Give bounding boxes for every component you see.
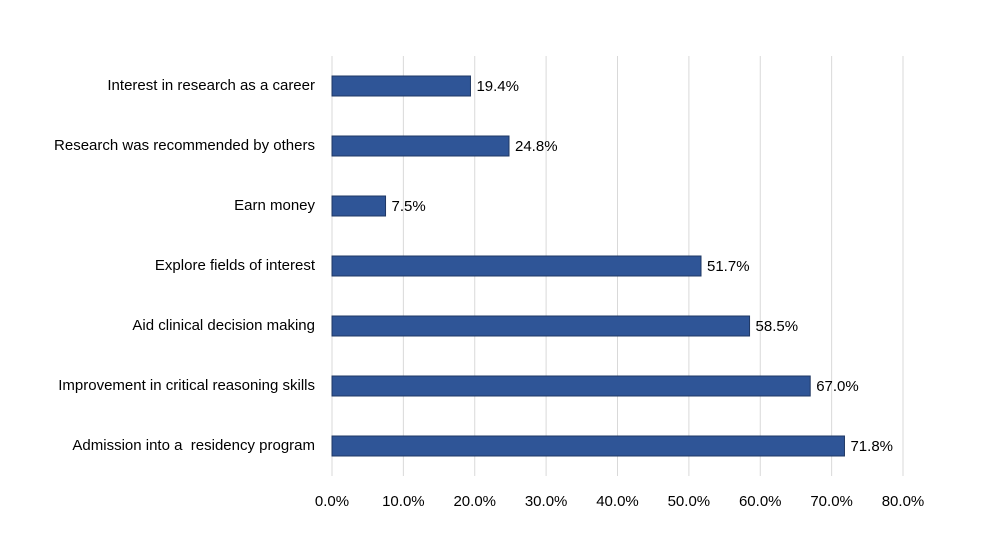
x-tick-label: 30.0%: [525, 493, 568, 510]
x-tick-label: 10.0%: [382, 493, 425, 510]
y-tick-label: Interest in research as a career: [107, 77, 315, 94]
x-tick-label: 60.0%: [739, 493, 782, 510]
y-tick-label: Aid clinical decision making: [132, 317, 315, 334]
bar: [331, 75, 471, 97]
value-label: 67.0%: [816, 378, 859, 395]
bar: [331, 255, 702, 277]
x-tick-label: 0.0%: [315, 493, 349, 510]
y-tick-label: Research was recommended by others: [54, 137, 315, 154]
bar: [331, 435, 845, 457]
value-label: 7.5%: [392, 198, 426, 215]
value-label: 19.4%: [476, 78, 519, 95]
bar: [331, 375, 811, 397]
x-tick-label: 70.0%: [810, 493, 853, 510]
y-tick-label: Explore fields of interest: [155, 257, 316, 274]
value-label: 71.8%: [850, 438, 893, 455]
y-tick-label: Earn money: [234, 197, 315, 214]
y-tick-label: Admission into a residency program: [72, 437, 315, 454]
x-tick-label: 50.0%: [668, 493, 711, 510]
value-label: 58.5%: [756, 318, 799, 335]
x-tick-label: 40.0%: [596, 493, 639, 510]
y-tick-label: Improvement in critical reasoning skills: [58, 377, 315, 394]
x-tick-label: 80.0%: [882, 493, 925, 510]
x-tick-label: 20.0%: [453, 493, 496, 510]
bar: [331, 195, 387, 217]
bar: [331, 135, 510, 157]
value-label: 51.7%: [707, 258, 750, 275]
bar: [331, 315, 751, 337]
value-label: 24.8%: [515, 138, 558, 155]
